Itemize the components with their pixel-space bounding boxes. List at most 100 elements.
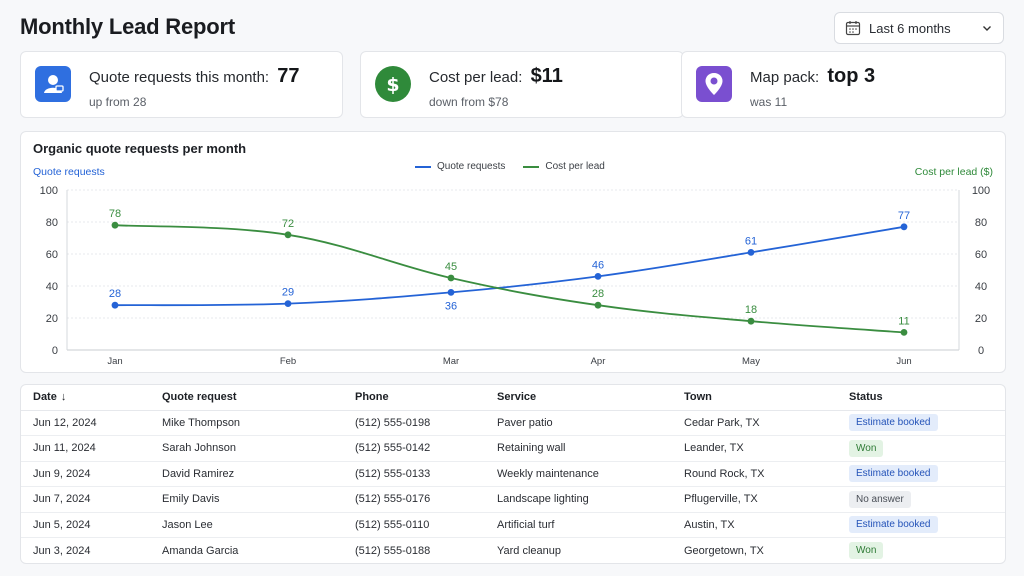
cell-name: David Ramirez bbox=[150, 461, 343, 487]
cell-service: Artificial turf bbox=[485, 512, 672, 538]
data-label: 18 bbox=[745, 304, 757, 316]
cell-service: Retaining wall bbox=[485, 435, 672, 462]
data-point bbox=[111, 221, 119, 229]
kpi-main: Map pack: top 3 bbox=[750, 65, 875, 88]
y-tick-right: 60 bbox=[975, 249, 987, 261]
cell-status: No answer bbox=[837, 486, 1005, 513]
table-row[interactable]: Jun 9, 2024 David Ramirez (512) 555-0133 We… bbox=[21, 461, 1005, 487]
cell-name: Amanda Garcia bbox=[162, 544, 239, 557]
kpi-main: Cost per lead: $11 bbox=[429, 65, 563, 88]
data-point bbox=[747, 317, 755, 325]
column-header-status[interactable]: Status bbox=[837, 385, 1005, 411]
data-point bbox=[594, 273, 602, 280]
kpi-value: 77 bbox=[277, 65, 300, 87]
y-tick-left: 100 bbox=[40, 185, 58, 197]
svg-text:$: $ bbox=[386, 74, 399, 96]
column-header-service[interactable]: Service bbox=[485, 385, 672, 411]
data-point bbox=[447, 289, 455, 296]
column-header-quote-request[interactable]: Quote request bbox=[150, 385, 343, 411]
kpi-value: top 3 bbox=[827, 65, 876, 87]
cell-name: Jason Lee bbox=[150, 512, 343, 538]
column-header-town[interactable]: Town bbox=[672, 385, 837, 411]
legend-label: Cost per lead bbox=[545, 161, 605, 172]
column-header-phone[interactable]: Phone bbox=[343, 385, 485, 411]
map-pin-icon bbox=[696, 66, 732, 102]
y-tick-right: 40 bbox=[975, 281, 987, 293]
data-label: 28 bbox=[109, 288, 121, 300]
cell-town: Georgetown, TX bbox=[684, 544, 764, 557]
table-row[interactable]: Jun 7, 2024 Emily Davis (512) 555-0176 Land… bbox=[21, 486, 1005, 513]
cell-status: Estimate booked bbox=[837, 410, 1005, 436]
table-row[interactable]: Jun 5, 2024 Jason Lee (512) 555-0110 Artifi… bbox=[21, 512, 1005, 538]
y-tick-left: 20 bbox=[46, 313, 58, 325]
series-line-quote-requests bbox=[114, 225, 905, 307]
chart-title: Organic quote requests per month bbox=[33, 141, 247, 156]
kpi-sub: was 11 bbox=[750, 95, 788, 109]
legend-item-quote-requests: Quote requests bbox=[415, 161, 505, 172]
leads-table-card: Date ↓ Quote request Phone Service Town S… bbox=[20, 384, 1006, 564]
kpi-main: Quote requests this month: 77 bbox=[89, 65, 300, 88]
chevron-down-icon bbox=[983, 26, 991, 31]
cell-phone: (512) 555-0188 bbox=[355, 544, 431, 557]
data-point bbox=[594, 301, 602, 309]
cell-name: Emily Davis bbox=[150, 486, 343, 513]
cell-service: Landscape lighting bbox=[485, 486, 672, 513]
series-line-cost-per-lead bbox=[114, 224, 905, 334]
table-row[interactable]: Jun 12, 2024 Mike Thompson (512) 555-0198 P… bbox=[21, 410, 1005, 436]
left-axis-label: Quote requests bbox=[33, 166, 105, 178]
table-row[interactable]: Jun 11, 2024 Sarah Johnson (512) 555-0142 R… bbox=[21, 435, 1005, 462]
data-label: 77 bbox=[898, 210, 910, 222]
sort-desc-icon: ↓ bbox=[60, 391, 67, 404]
status-badge: No answer bbox=[849, 490, 911, 508]
table-row[interactable]: Jun 3, 2024 Amanda Garcia (512) 555-0188 Ya… bbox=[21, 538, 1005, 564]
legend-label: Quote requests bbox=[437, 161, 506, 172]
cell-date: Jun 9, 2024 bbox=[21, 461, 150, 487]
kpi-label: Quote requests this month: bbox=[89, 69, 270, 86]
data-label: 36 bbox=[445, 300, 457, 312]
data-point bbox=[111, 301, 119, 309]
kpi-sub: down from $78 bbox=[429, 95, 509, 109]
x-tick-label: Apr bbox=[591, 356, 606, 367]
x-tick-label: May bbox=[742, 356, 760, 367]
status-badge: Estimate booked bbox=[849, 516, 938, 534]
cell-status: Estimate booked bbox=[837, 461, 1005, 487]
cell-phone: (512) 555-0176 bbox=[343, 486, 485, 513]
data-label: 29 bbox=[282, 287, 294, 299]
x-tick-label: Jan bbox=[107, 356, 122, 367]
kpi-card-cost-per-lead: $ Cost per lead: $11 down from $78 bbox=[360, 51, 684, 118]
cell-town: Cedar Park, TX bbox=[672, 410, 837, 436]
y-tick-right: 0 bbox=[978, 345, 984, 357]
data-point bbox=[284, 231, 292, 239]
date-range-select[interactable]: Last 6 months bbox=[834, 12, 1004, 44]
x-tick-label: Feb bbox=[280, 356, 296, 367]
kpi-label: Cost per lead: bbox=[429, 69, 523, 86]
leads-table: Date ↓ Quote request Phone Service Town S… bbox=[21, 385, 1005, 563]
y-tick-left: 80 bbox=[46, 217, 58, 229]
dollar-icon: $ bbox=[375, 66, 411, 102]
y-tick-left: 0 bbox=[52, 345, 58, 357]
cell-name: Mike Thompson bbox=[150, 410, 343, 436]
header: Monthly Lead Report Last 6 months bbox=[20, 12, 1004, 44]
data-label: 61 bbox=[745, 235, 757, 247]
calendar-icon bbox=[845, 21, 861, 36]
data-label: 46 bbox=[592, 259, 604, 271]
column-header-date[interactable]: Date ↓ bbox=[21, 385, 150, 411]
cell-name: Sarah Johnson bbox=[150, 435, 343, 462]
data-point bbox=[284, 300, 292, 307]
chart-legend: Quote requests Cost per lead bbox=[415, 161, 605, 172]
data-label: 45 bbox=[445, 261, 457, 273]
kpi-value: $11 bbox=[530, 65, 563, 87]
data-label: 28 bbox=[592, 288, 604, 300]
data-label: 78 bbox=[109, 208, 121, 220]
data-label: 11 bbox=[898, 315, 909, 327]
x-tick-label: Mar bbox=[443, 356, 459, 367]
kpi-label: Map pack: bbox=[750, 69, 820, 86]
y-tick-left: 40 bbox=[46, 281, 58, 293]
column-header-label: Date bbox=[33, 391, 57, 404]
cell-phone: (512) 555-0110 bbox=[343, 512, 485, 538]
data-point bbox=[447, 274, 455, 282]
status-badge: Won bbox=[849, 542, 884, 559]
kpi-sub: up from 28 bbox=[89, 95, 147, 109]
date-range-label: Last 6 months bbox=[869, 20, 951, 36]
legend-item-cost-per-lead: Cost per lead bbox=[523, 161, 605, 172]
